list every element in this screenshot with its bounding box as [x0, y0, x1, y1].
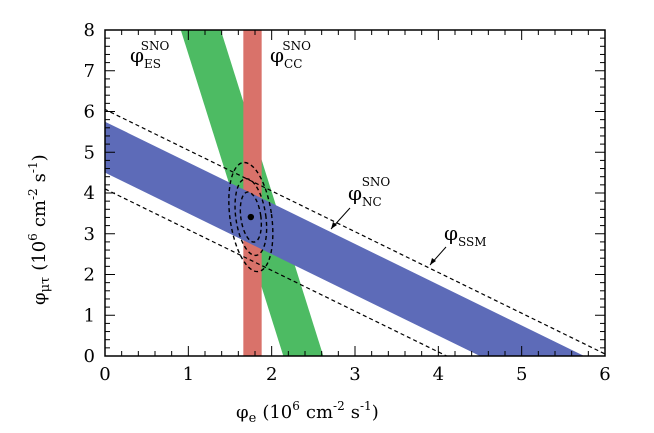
contour-1: [239, 191, 263, 243]
contour-3: [228, 161, 274, 273]
y-tick-label: 2: [84, 265, 95, 286]
ssm-pointer-arrowhead: [430, 258, 436, 265]
x-tick-label: 0: [99, 364, 110, 385]
y-tick-label: 7: [84, 61, 95, 82]
x-axis-label: φe (106 cm-2 s-1): [236, 399, 379, 426]
x-tick-label: 2: [266, 364, 277, 385]
x-tick-label: 3: [349, 364, 360, 385]
axis-ticks: 0 1 2 3 4 5 6 0 1 2 3 4 5 6 7 8: [84, 20, 611, 385]
es-band-label: φESSNO: [130, 39, 170, 71]
x-tick-label: 1: [183, 364, 194, 385]
contour-2: [234, 177, 268, 257]
y-axis-label: φμτ(106cm-2s-1): [26, 154, 53, 305]
cc-band-label: φCCSNO: [270, 39, 311, 71]
nc-band-label: φNCSNO: [348, 175, 390, 209]
x-tick-label: 6: [599, 364, 610, 385]
best-fit-point: [247, 213, 255, 221]
nc-pointer-arrowhead: [331, 222, 337, 229]
ssm-upper-line: [105, 108, 605, 355]
y-tick-label: 4: [84, 183, 95, 204]
x-tick-label: 5: [516, 364, 527, 385]
y-tick-label: 3: [84, 224, 95, 245]
y-tick-label: 0: [84, 346, 95, 367]
ssm-layer: [105, 108, 605, 356]
y-tick-label: 1: [84, 305, 95, 326]
nc-band: [105, 121, 585, 356]
cc-band: [243, 30, 262, 356]
bands-layer: [105, 30, 585, 356]
ssm-band-label: φSSM: [444, 221, 487, 249]
y-tick-label: 8: [84, 20, 95, 41]
y-tick-label: 6: [84, 102, 95, 123]
contour-layer: [228, 161, 274, 273]
x-tick-label: 4: [433, 364, 444, 385]
y-tick-label: 5: [84, 142, 95, 163]
